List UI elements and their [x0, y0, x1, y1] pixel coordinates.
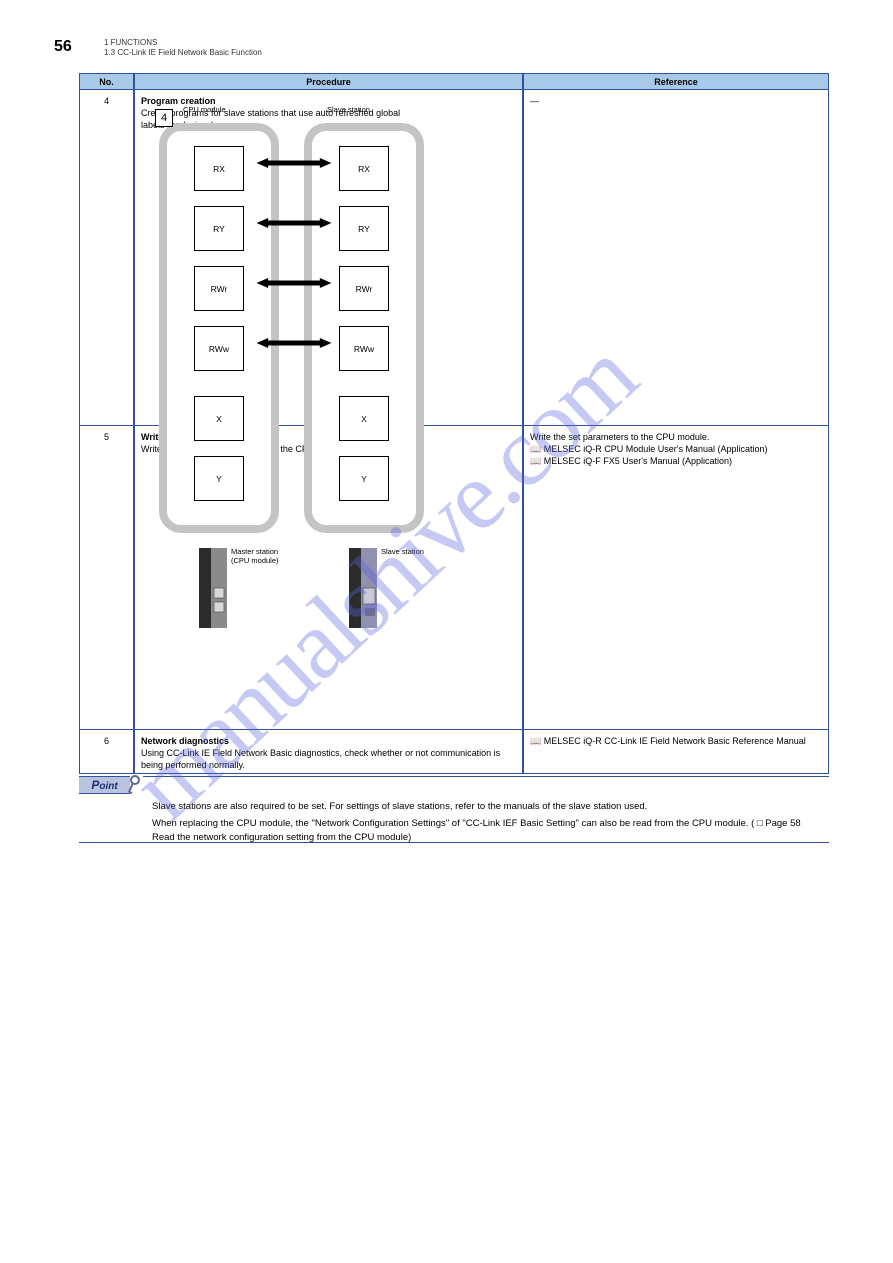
cell-no: 5 [79, 426, 134, 730]
point-line: When replacing the CPU module, the "Netw… [152, 818, 754, 829]
double-arrow-icon [249, 158, 339, 168]
cpu-module-icon [199, 548, 227, 628]
page-number: 56 [54, 38, 72, 56]
point-rule-bottom [79, 842, 829, 843]
cpu-label: Master station(CPU module) [231, 548, 291, 565]
col-header-reference: Reference [523, 73, 829, 90]
box-rx-right: RX [339, 146, 389, 191]
ref-link: MELSEC iQ-F FX5 User's Manual (Applicati… [544, 456, 732, 466]
ref-title: Write the set parameters to the CPU modu… [530, 432, 709, 442]
double-arrow-icon [249, 278, 339, 288]
box-ry-right: RY [339, 206, 389, 251]
point-label-text: Point [91, 778, 117, 792]
box-rx-left: RX [194, 146, 244, 191]
slave-label: Slave station [381, 548, 441, 557]
cpu-column: RX RY RWr RWw X Y [159, 123, 279, 533]
proc-body: Using CC-Link IE Field Network Basic dia… [141, 748, 500, 770]
box-x-right: X [339, 396, 389, 441]
point-line: Slave stations are also required to be s… [152, 800, 817, 814]
column-title-left: CPU module [183, 106, 226, 115]
cell-reference: — [523, 90, 829, 426]
box-rwr-right: RWr [339, 266, 389, 311]
refresh-diagram: CPU module Slave station RX RY RWr RWw X… [149, 98, 469, 633]
col-header-no: No. [79, 73, 134, 90]
col-header-procedure: Procedure [134, 73, 523, 90]
double-arrow-icon [249, 218, 339, 228]
point-text: Slave stations are also required to be s… [152, 800, 817, 844]
table-header-row: No. Procedure Reference [79, 73, 829, 90]
page-ref-icon: □ [757, 818, 763, 829]
point-badge: Point [79, 776, 130, 794]
double-arrow-icon [249, 338, 339, 348]
cell-no: 4 [79, 90, 134, 426]
key-icon [128, 775, 140, 794]
box-y-right: Y [339, 456, 389, 501]
box-ry-left: RY [194, 206, 244, 251]
footer-line-2: 1.3 CC-Link IE Field Network Basic Funct… [104, 48, 262, 58]
box-y-left: Y [194, 456, 244, 501]
box-rww-left: RWw [194, 326, 244, 371]
table-row: 6 Network diagnostics Using CC-Link IE F… [79, 730, 829, 774]
box-rww-right: RWw [339, 326, 389, 371]
box-x-left: X [194, 396, 244, 441]
cell-procedure: Network diagnostics Using CC-Link IE Fie… [134, 730, 523, 774]
slave-column: RX RY RWr RWw X Y [304, 123, 424, 533]
step-number-box: 4 [155, 109, 173, 127]
column-title-right: Slave station [327, 106, 370, 115]
cell-reference: 📖 MELSEC iQ-R CC-Link IE Field Network B… [523, 730, 829, 774]
point-rule-top [143, 776, 829, 777]
proc-title: Network diagnostics [141, 736, 229, 746]
page-footer: 1 FUNCTIONS 1.3 CC-Link IE Field Network… [104, 38, 262, 59]
slave-module-icon [349, 548, 377, 628]
footer-line-1: 1 FUNCTIONS [104, 38, 262, 48]
box-rwr-left: RWr [194, 266, 244, 311]
ref-link: MELSEC iQ-R CPU Module User's Manual (Ap… [544, 444, 768, 454]
ref-link: MELSEC iQ-R CC-Link IE Field Network Bas… [544, 736, 806, 746]
cell-no: 6 [79, 730, 134, 774]
cell-reference: Write the set parameters to the CPU modu… [523, 426, 829, 730]
